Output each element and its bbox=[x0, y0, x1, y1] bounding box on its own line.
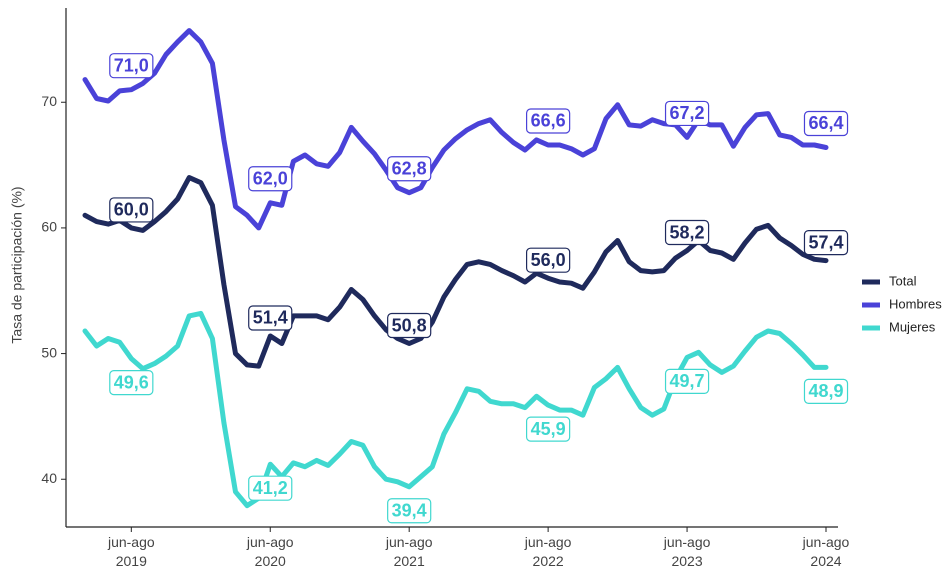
data-label-text: 66,6 bbox=[531, 111, 566, 131]
data-label-box bbox=[109, 197, 154, 223]
data-label: 58,2 bbox=[664, 219, 710, 246]
data-label-box bbox=[387, 156, 432, 182]
data-label: 60,0 bbox=[109, 197, 154, 223]
data-label-text: 62,0 bbox=[253, 169, 288, 189]
legend-label: Hombres bbox=[889, 296, 942, 311]
data-label: 49,7 bbox=[664, 368, 710, 394]
data-label: 39,4 bbox=[387, 498, 432, 524]
data-label-text: 60,0 bbox=[114, 200, 149, 220]
y-tick-label: 70 bbox=[41, 93, 57, 109]
data-label-box bbox=[803, 110, 849, 137]
data-label-text: 67,2 bbox=[670, 103, 705, 123]
data-label: 62,8 bbox=[387, 156, 432, 182]
data-label-text: 57,4 bbox=[808, 232, 843, 252]
y-tick-label: 50 bbox=[41, 344, 57, 360]
data-label: 56,0 bbox=[526, 247, 571, 273]
x-tick-label: jun-ago 2023 bbox=[663, 534, 711, 567]
data-label-text: 41,2 bbox=[253, 478, 288, 498]
data-label: 50,8 bbox=[387, 312, 432, 339]
data-label-box bbox=[526, 108, 571, 134]
data-label: 71,0 bbox=[109, 53, 154, 79]
x-tick-label: jun-ago 2019 bbox=[107, 534, 155, 567]
data-label-text: 58,2 bbox=[670, 222, 705, 242]
data-label-text: 51,4 bbox=[253, 308, 288, 328]
data-label-text: 49,7 bbox=[670, 371, 705, 391]
data-label-box bbox=[664, 219, 710, 246]
series-line bbox=[82, 175, 829, 369]
data-label-text: 71,0 bbox=[114, 55, 149, 75]
x-tick-label: jun-ago 2020 bbox=[246, 534, 294, 567]
data-label-text: 50,8 bbox=[392, 315, 427, 335]
data-label: 49,6 bbox=[109, 370, 154, 396]
data-label-box bbox=[248, 305, 293, 331]
data-label: 45,9 bbox=[526, 416, 571, 442]
x-tick-label: jun-ago 2022 bbox=[524, 534, 572, 567]
y-axis-title: Tasa de participación (%) bbox=[9, 186, 25, 343]
x-tick-label: jun-ago 2024 bbox=[802, 534, 850, 567]
data-label-box bbox=[526, 416, 571, 442]
data-label: 41,2 bbox=[248, 475, 293, 501]
data-label-box bbox=[109, 370, 154, 396]
data-label-box bbox=[664, 368, 710, 394]
series-line bbox=[82, 28, 829, 231]
data-label: 66,6 bbox=[526, 108, 571, 134]
data-label-text: 39,4 bbox=[392, 501, 427, 521]
data-label: 66,4 bbox=[803, 110, 849, 137]
data-label-box bbox=[109, 53, 154, 79]
data-label-text: 45,9 bbox=[531, 419, 566, 439]
data-label: 48,9 bbox=[803, 378, 849, 405]
y-tick-label: 60 bbox=[41, 219, 57, 235]
legend-label: Total bbox=[889, 273, 917, 288]
data-label: 57,4 bbox=[803, 229, 849, 256]
data-label-text: 66,4 bbox=[808, 113, 843, 133]
data-label-box bbox=[387, 312, 432, 339]
data-label-box bbox=[803, 229, 849, 256]
data-label-text: 62,8 bbox=[392, 158, 427, 178]
data-label-box bbox=[803, 378, 849, 405]
data-label: 51,4 bbox=[248, 305, 293, 331]
legend-label: Mujeres bbox=[889, 319, 936, 334]
data-label-text: 48,9 bbox=[808, 381, 843, 401]
data-label-text: 49,6 bbox=[114, 372, 149, 392]
data-label-box bbox=[526, 247, 571, 273]
data-label-box bbox=[387, 498, 432, 524]
data-label-box bbox=[248, 475, 293, 501]
y-tick-label: 40 bbox=[41, 470, 57, 486]
data-label: 62,0 bbox=[248, 166, 293, 192]
x-tick-label: jun-ago 2021 bbox=[385, 534, 433, 567]
series-line bbox=[82, 310, 829, 509]
data-label-box bbox=[248, 166, 293, 192]
data-label-box bbox=[664, 100, 710, 127]
data-label-text: 56,0 bbox=[531, 250, 566, 270]
data-label: 67,2 bbox=[664, 100, 710, 127]
